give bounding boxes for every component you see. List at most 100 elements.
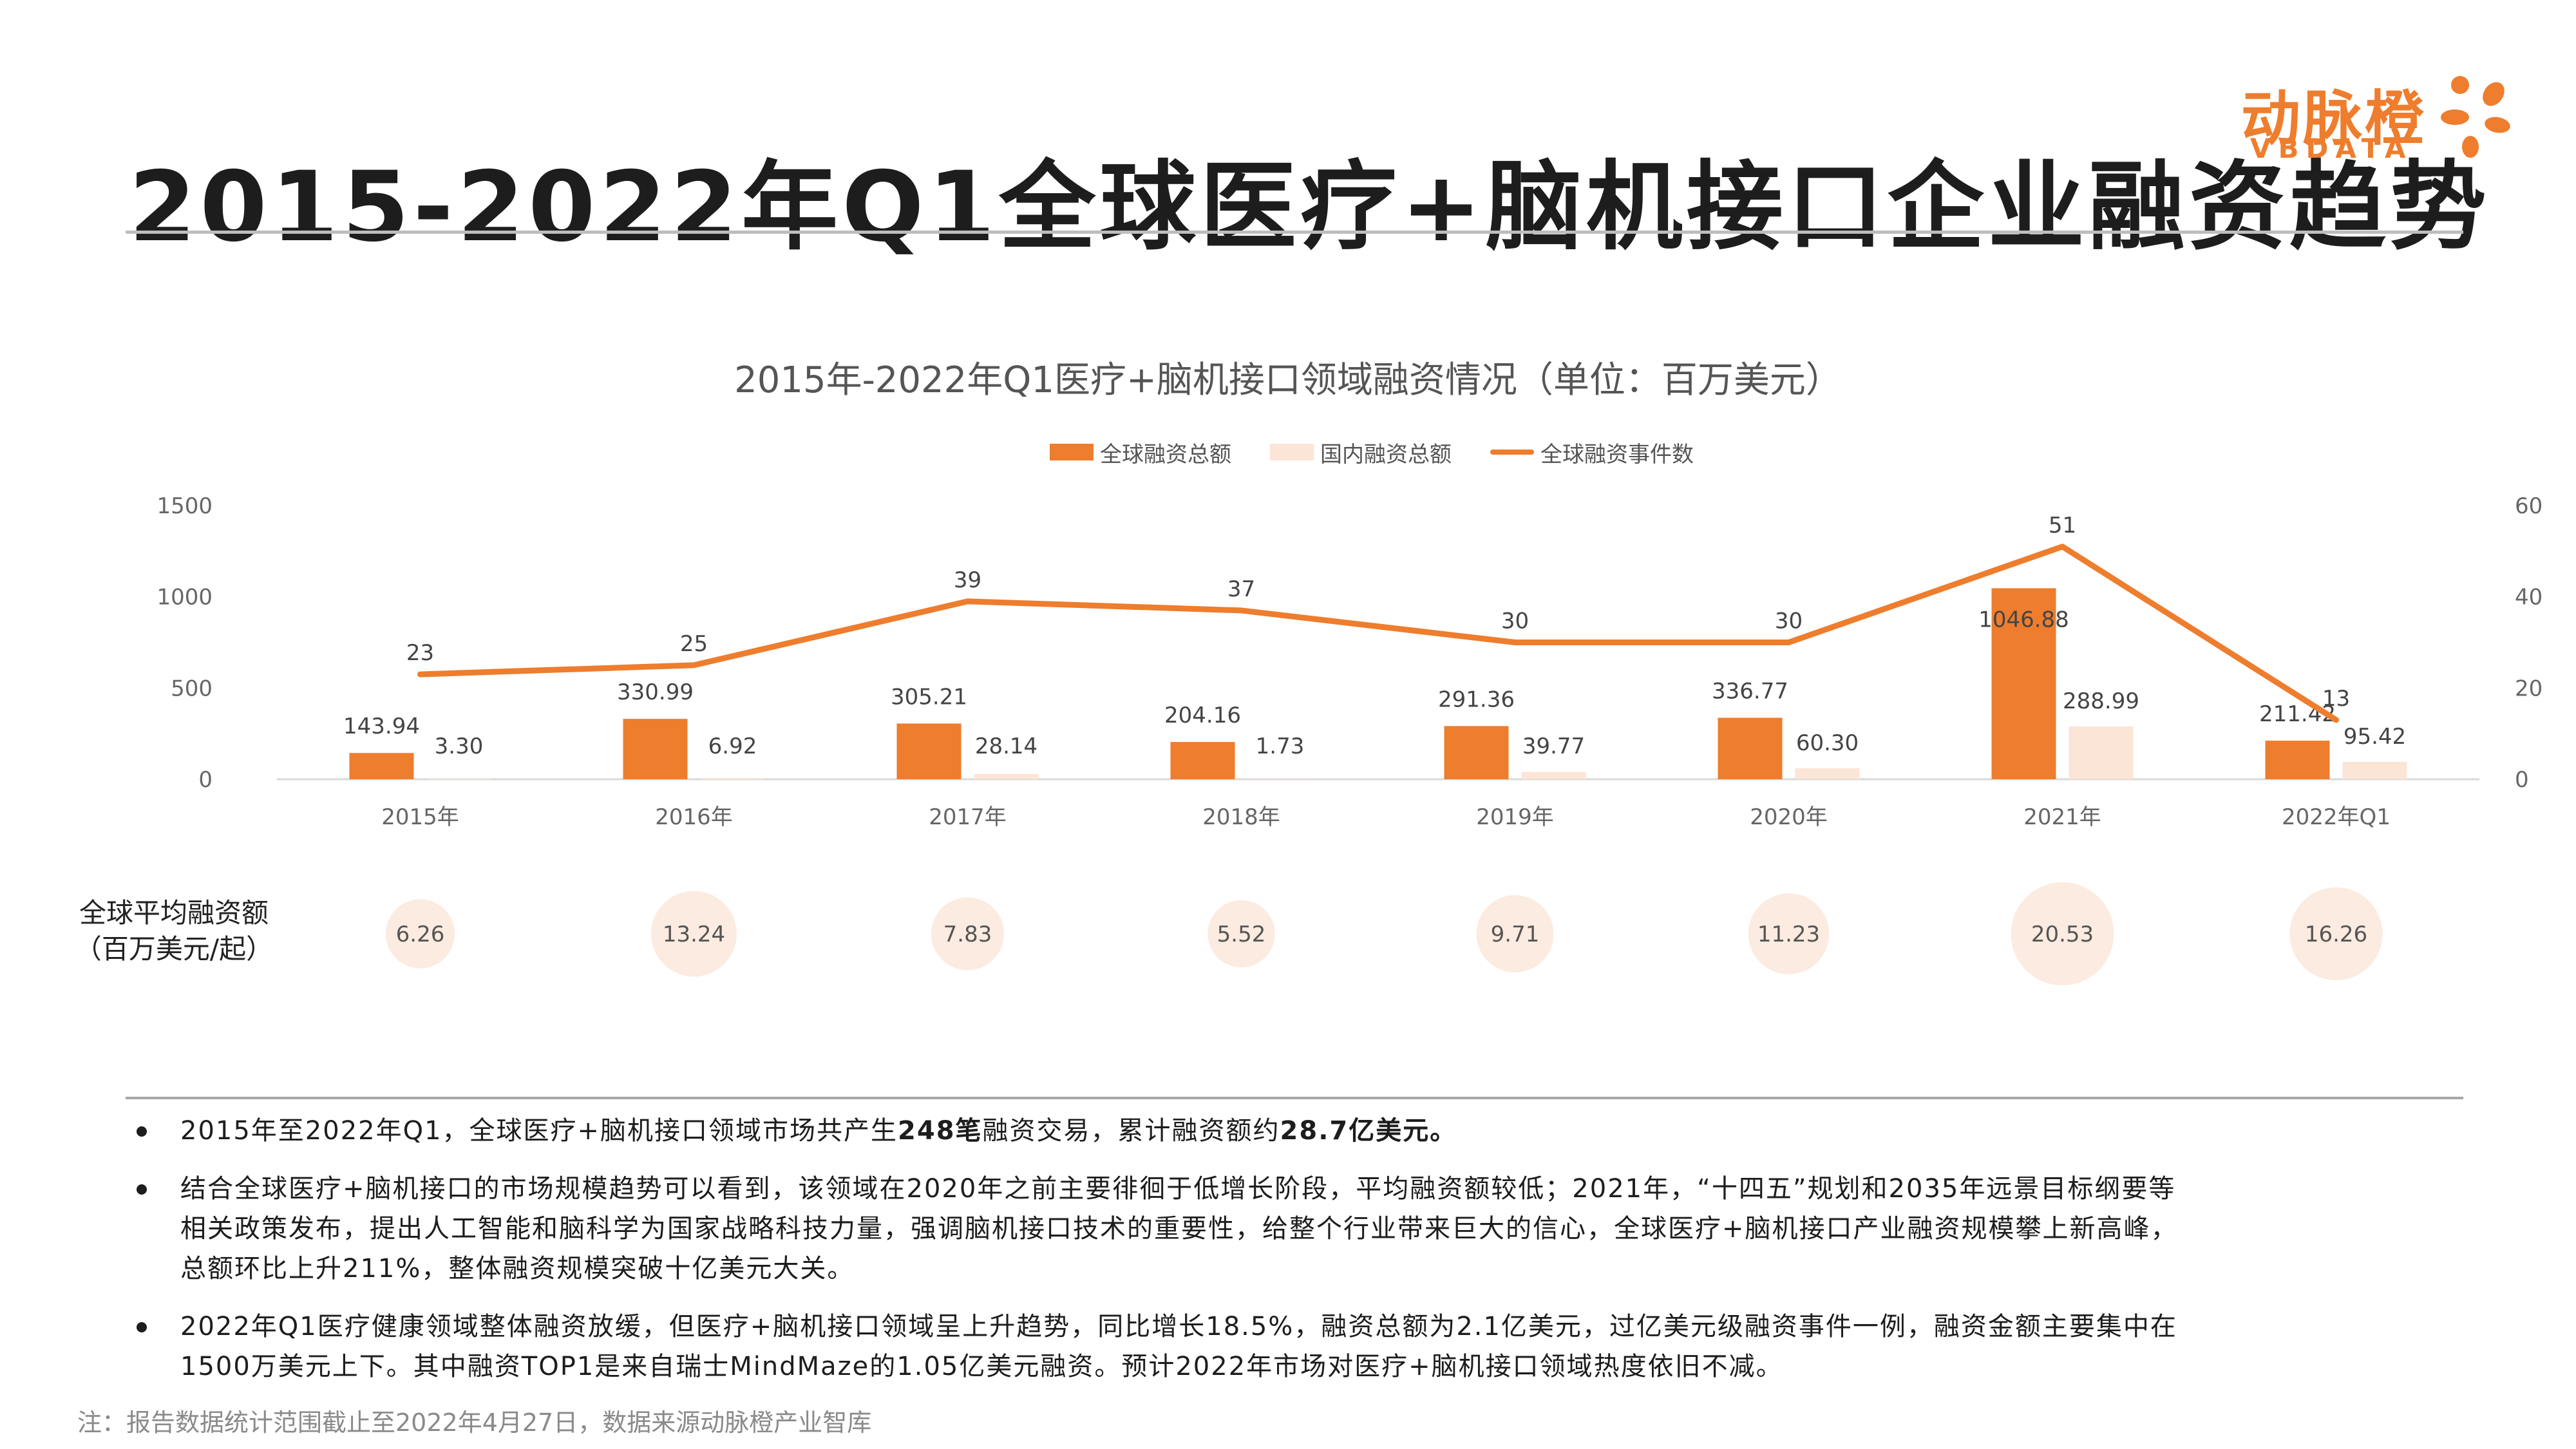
label-domestic-6: 288.99: [2063, 688, 2139, 714]
label-events-5: 30: [1775, 609, 1803, 634]
bullet2-line2: 相关政策发布，提出人工智能和脑科学为国家战略科技力量，强调脑机接口技术的重要性，…: [180, 1214, 2178, 1244]
avg-label-line1: 全球平均融资额: [79, 897, 269, 929]
bullet2-line1: 结合全球医疗+脑机接口的市场规模趋势可以看到，该领域在2020年之前主要徘徊于低…: [180, 1174, 2176, 1204]
legend-item-domestic: 国内融资总额: [1270, 437, 1452, 468]
label-global-4: 291.36: [1438, 687, 1515, 712]
legend-item-events: 全球融资事件数: [1490, 437, 1694, 468]
y-right-tick-0: 0: [2515, 767, 2529, 793]
bullet1-deal-count: 248笔: [898, 1116, 983, 1146]
bullet1-text-a: 2015年至2022年Q1，全球医疗+脑机接口领域市场共产生: [180, 1116, 898, 1146]
bullet3-line2: 1500万美元上下。其中融资TOP1是来自瑞士MindMaze的1.05亿美元融…: [180, 1352, 1783, 1381]
bar-global-3: [1170, 742, 1235, 779]
legend-label-events: 全球融资事件数: [1540, 441, 1694, 468]
y-left-tick-0: 0: [198, 767, 213, 793]
legend-item-global: 全球融资总额: [1050, 437, 1231, 468]
avg-bubble-6: [2011, 882, 2114, 985]
avg-label-3: 5.52: [1217, 922, 1266, 947]
legend-swatch-events: [1490, 450, 1534, 455]
avg-label-1: 13.24: [663, 922, 725, 947]
avg-label-2: 7.83: [943, 922, 992, 947]
y-right-tick-3: 60: [2515, 493, 2543, 519]
bar-global-6: [1991, 588, 2056, 779]
avg-label-line2: （百万美元/起）: [74, 933, 274, 965]
bar-global-4: [1444, 726, 1509, 779]
bar-domestic-1: [700, 778, 765, 779]
financing-chart: 0 500 1000 1500 0 20 40 60 143.94 3.30 2015年 330.99…: [156, 493, 2543, 985]
chart-title: 2015年-2022年Q1医疗+脑机接口领域融资情况（单位：百万美元）: [734, 359, 1842, 401]
bar-global-2: [896, 723, 961, 779]
label-domestic-7: 95.42: [2344, 724, 2406, 750]
logo-sub: VBDATA: [2250, 133, 2413, 164]
label-global-2: 305.21: [891, 685, 967, 710]
x-tick-6: 2021年: [2023, 804, 2101, 830]
x-tick-4: 2019年: [1476, 804, 1554, 830]
y-right-tick-2: 40: [2515, 585, 2543, 611]
bar-global-0: [349, 753, 414, 779]
bar-global-1: [623, 719, 688, 779]
bar-domestic-6: [2069, 726, 2134, 779]
avg-label-5: 11.23: [1757, 922, 1820, 947]
bullet1-text-b: 融资交易，累计融资额约: [982, 1116, 1280, 1146]
avg-label-0: 6.26: [396, 922, 445, 947]
label-events-6: 51: [2049, 513, 2076, 538]
label-domestic-1: 6.92: [708, 734, 757, 759]
summary-bullet-2: 结合全球医疗+脑机接口的市场规模趋势可以看到，该领域在2020年之前主要徘徊于低…: [129, 1169, 2479, 1289]
summary-bullet-1: 2015年至2022年Q1，全球医疗+脑机接口领域市场共产生248笔融资交易，累…: [129, 1111, 2479, 1151]
bar-global-5: [1718, 717, 1783, 779]
footnote: 注：报告数据统计范围截止至2022年4月27日，数据来源动脉橙产业智库: [77, 1408, 872, 1437]
avg-label-4: 9.71: [1491, 922, 1540, 947]
x-tick-0: 2015年: [381, 804, 459, 830]
summary-bullet-3: 2022年Q1医疗健康领域整体融资放缓，但医疗+脑机接口领域呈上升趋势，同比增长…: [129, 1307, 2479, 1387]
x-tick-2: 2017年: [929, 804, 1007, 830]
y-right-tick-1: 20: [2515, 676, 2543, 701]
legend-swatch-global: [1050, 444, 1094, 460]
chart-legend: 全球融资总额 国内融资总额 全球融资事件数: [1050, 433, 1732, 471]
avg-bubble-1: [650, 891, 737, 977]
label-domestic-5: 60.30: [1796, 730, 1859, 756]
summary-list: 2015年至2022年Q1，全球医疗+脑机接口领域市场共产生248笔融资交易，累…: [129, 1111, 2479, 1405]
label-events-3: 37: [1227, 576, 1255, 602]
bar-domestic-7: [2342, 761, 2407, 779]
avg-bubble-5: [1748, 893, 1830, 974]
y-left-tick-3: 1500: [156, 493, 213, 519]
avg-amount-label: 全球平均融资额 （百万美元/起）: [58, 895, 290, 967]
avg-bubble-0: [385, 899, 455, 969]
y-left-tick-1: 500: [171, 676, 213, 701]
label-domestic-2: 28.14: [975, 734, 1037, 759]
avg-bubble-4: [1476, 895, 1554, 972]
label-global-3: 204.16: [1164, 703, 1241, 728]
label-events-7: 13: [2322, 686, 2350, 712]
x-tick-3: 2018年: [1202, 804, 1280, 830]
label-global-0: 143.94: [343, 714, 420, 739]
title-divider: [126, 231, 2463, 234]
label-events-0: 23: [406, 640, 434, 666]
x-tick-1: 2016年: [655, 804, 733, 830]
label-global-1: 330.99: [617, 679, 694, 705]
label-events-1: 25: [680, 631, 708, 657]
avg-bubble-2: [931, 897, 1004, 971]
label-domestic-3: 1.73: [1256, 734, 1305, 759]
bar-global-7: [2265, 741, 2330, 779]
avg-bubble-3: [1208, 900, 1275, 968]
x-tick-5: 2020年: [1750, 804, 1828, 830]
bullet3-line1: 2022年Q1医疗健康领域整体融资放缓，但医疗+脑机接口领域呈上升趋势，同比增长…: [180, 1312, 2177, 1341]
bar-domestic-4: [1521, 772, 1586, 779]
line-events: [417, 544, 2339, 723]
label-events-2: 39: [954, 567, 981, 593]
label-global-5: 336.77: [1712, 679, 1788, 705]
avg-label-7: 16.26: [2305, 922, 2367, 947]
bullet1-total-amount: 28.7亿美元。: [1280, 1116, 1457, 1146]
avg-bubble-7: [2289, 887, 2383, 981]
legend-label-global: 全球融资总额: [1100, 441, 1231, 468]
legend-swatch-domestic: [1270, 444, 1314, 460]
y-left-tick-2: 1000: [156, 585, 213, 611]
page-title: 2015-2022年Q1全球医疗+脑机接口企业融资趋势: [129, 151, 2490, 263]
bullet2-line3: 总额环比上升211%，整体融资规模突破十亿美元大关。: [180, 1254, 855, 1283]
avg-label-6: 20.53: [2031, 922, 2094, 947]
bar-domestic-2: [974, 774, 1039, 779]
x-tick-7: 2022年Q1: [2282, 804, 2391, 830]
logo-orange-icon: [2441, 76, 2510, 158]
label-global-6: 1046.88: [1978, 607, 2069, 632]
brand-logo: 动脉橙 VBDATA: [2241, 71, 2512, 167]
logo-name: 动脉橙: [2241, 84, 2427, 153]
